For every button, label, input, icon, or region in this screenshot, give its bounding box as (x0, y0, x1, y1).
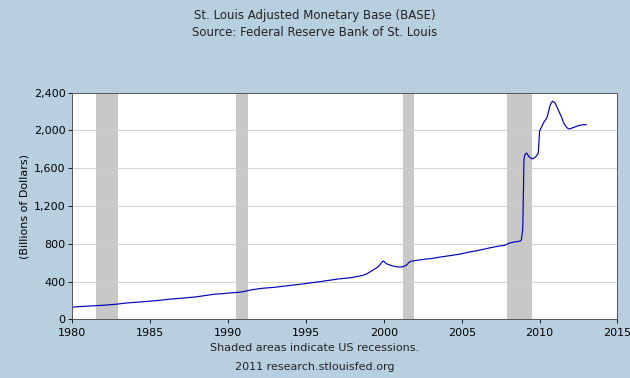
Text: St. Louis Adjusted Monetary Base (BASE): St. Louis Adjusted Monetary Base (BASE) (194, 9, 436, 22)
Text: Source: Federal Reserve Bank of St. Louis: Source: Federal Reserve Bank of St. Loui… (192, 26, 438, 39)
Y-axis label: (Billions of Dollars): (Billions of Dollars) (20, 153, 30, 259)
Bar (403, 93, 414, 319)
Bar (236, 93, 248, 319)
Bar (96, 93, 118, 319)
Text: 2011 research.stlouisfed.org: 2011 research.stlouisfed.org (235, 362, 395, 372)
Text: Shaded areas indicate US recessions.: Shaded areas indicate US recessions. (210, 343, 420, 353)
Bar (507, 93, 532, 319)
